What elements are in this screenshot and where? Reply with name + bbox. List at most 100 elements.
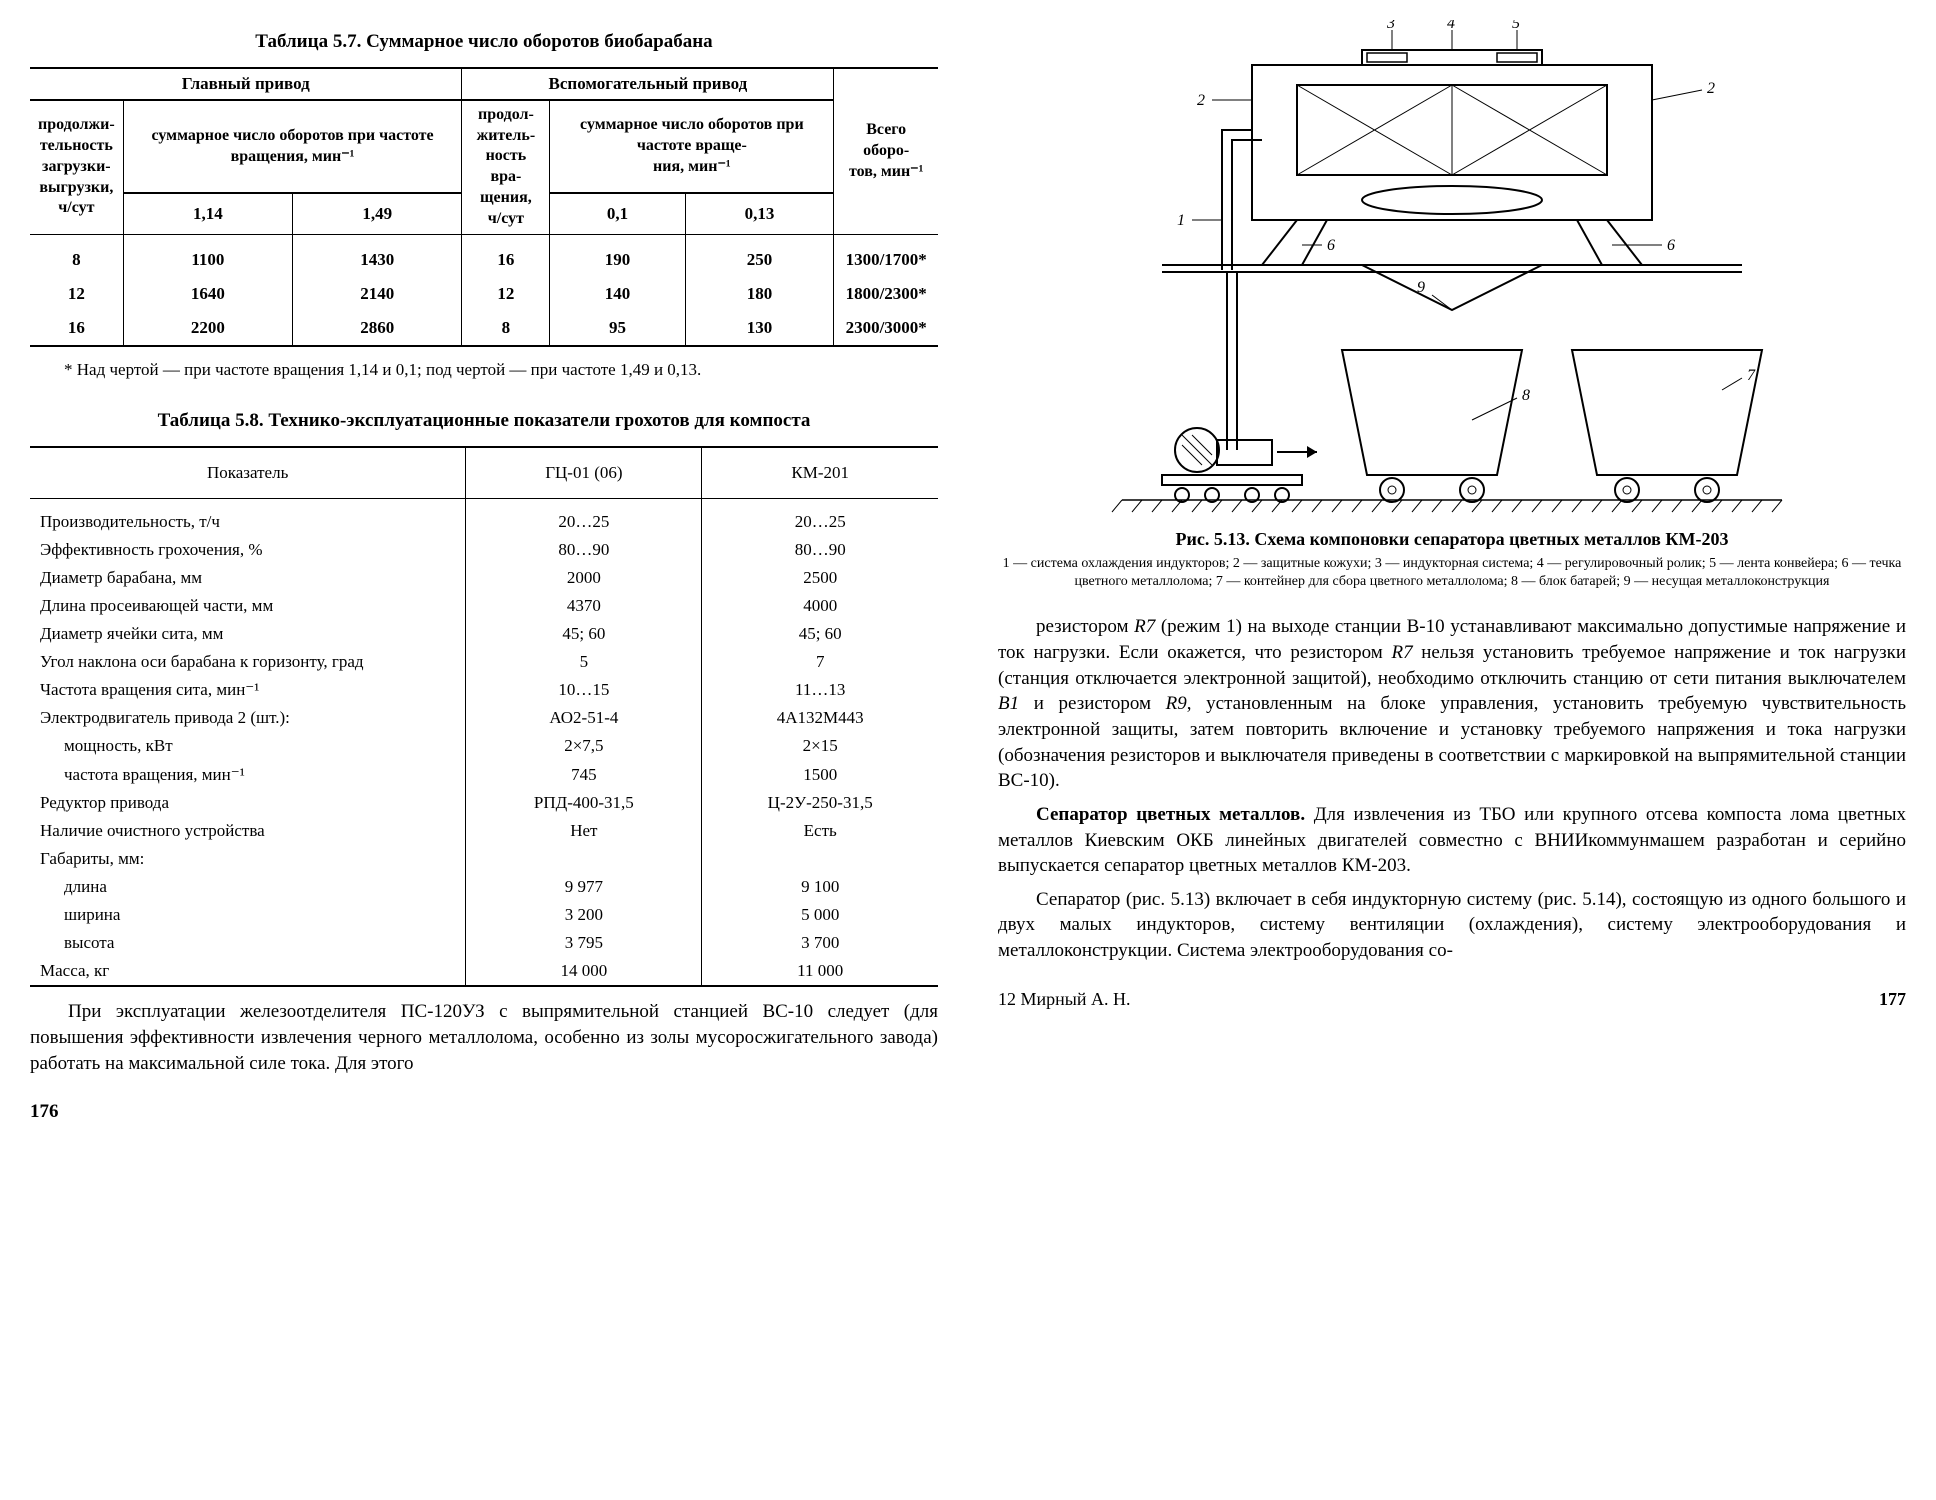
t58-cell: Частота вращения сита, мин⁻¹	[30, 676, 466, 704]
t58-cell: Угол наклона оси барабана к горизонту, г…	[30, 648, 466, 676]
svg-text:7: 7	[1747, 367, 1756, 384]
t58-cell: 3 795	[466, 929, 702, 957]
t58-cell: Эффективность грохочения, %	[30, 536, 466, 564]
t58-cell	[466, 845, 702, 873]
t58-h3: КМ-201	[702, 447, 938, 499]
t57-col5: Всего оборо- тов, мин⁻¹	[834, 68, 938, 234]
t57-cell: 2200	[123, 311, 292, 346]
t57-cell: 12	[30, 277, 123, 311]
t57-cell: 8	[462, 311, 550, 346]
pagenum-left: 176	[30, 1100, 938, 1125]
t58-cell: Наличие очистного устройства	[30, 817, 466, 845]
t57-col4b: 0,13	[685, 193, 834, 234]
t58-cell: Диаметр барабана, мм	[30, 564, 466, 592]
t58-cell: 2000	[466, 564, 702, 592]
t57-cell: 16	[462, 234, 550, 277]
t58-cell: Производительность, т/ч	[30, 498, 466, 536]
t58-cell: 20…25	[702, 498, 938, 536]
t57-cell: 1800/2300*	[834, 277, 938, 311]
t57-cell: 190	[550, 234, 685, 277]
table58-caption: Таблица 5.8. Технико-эксплуатационные по…	[30, 409, 938, 434]
t57-cell: 250	[685, 234, 834, 277]
t58-cell: Ц-2У-250-31,5	[702, 789, 938, 817]
t58-cell: Масса, кг	[30, 957, 466, 986]
t57-cell: 140	[550, 277, 685, 311]
t58-cell: 10…15	[466, 676, 702, 704]
pagenum-right: 177	[1879, 988, 1906, 1011]
t57-cell: 180	[685, 277, 834, 311]
t58-cell: 7	[702, 648, 938, 676]
svg-text:1: 1	[1177, 212, 1185, 229]
t57-cell: 2300/3000*	[834, 311, 938, 346]
t58-cell: 45; 60	[702, 620, 938, 648]
t57-col2a: 1,14	[123, 193, 292, 234]
t58-cell	[702, 845, 938, 873]
t57-cell: 2140	[293, 277, 462, 311]
t58-cell: 1500	[702, 761, 938, 789]
t58-cell: 14 000	[466, 957, 702, 986]
table-57: Главный привод Вспомогательный привод Вс…	[30, 67, 938, 347]
right-page: 3 4 5 2 2 6 6	[998, 20, 1906, 1125]
t57-cell: 8	[30, 234, 123, 277]
t58-cell: 5	[466, 648, 702, 676]
t57-col2b: 1,49	[293, 193, 462, 234]
t58-cell: Редуктор привода	[30, 789, 466, 817]
t58-cell: 745	[466, 761, 702, 789]
fig-legend: 1 — система охлаждения индукторов; 2 — з…	[998, 555, 1906, 590]
t58-cell: 80…90	[466, 536, 702, 564]
t57-cell: 1300/1700*	[834, 234, 938, 277]
t57-cell: 95	[550, 311, 685, 346]
svg-text:3: 3	[1386, 20, 1395, 32]
t58-cell: 4000	[702, 592, 938, 620]
t58-cell: ширина	[30, 901, 466, 929]
t57-cell: 2860	[293, 311, 462, 346]
t58-h2: ГЦ-01 (06)	[466, 447, 702, 499]
svg-text:2: 2	[1197, 92, 1205, 109]
t58-cell: 4А132М443	[702, 704, 938, 732]
t57-cell: 16	[30, 311, 123, 346]
t58-cell: длина	[30, 873, 466, 901]
t57-col3: продол- житель- ность вра- щения, ч/сут	[462, 100, 550, 234]
t58-cell: Электродвигатель привода 2 (шт.):	[30, 704, 466, 732]
t58-cell: АО2-51-4	[466, 704, 702, 732]
t57-col2span: суммарное число оборотов при частоте вра…	[123, 100, 462, 193]
svg-text:8: 8	[1522, 387, 1530, 404]
signature-line: 12 Мирный А. Н.	[998, 988, 1131, 1011]
t58-cell: высота	[30, 929, 466, 957]
t58-cell: 80…90	[702, 536, 938, 564]
t58-cell: 20…25	[466, 498, 702, 536]
svg-text:5: 5	[1512, 20, 1520, 32]
t57-footnote: * Над чертой — при частоте вращения 1,14…	[30, 359, 938, 381]
t58-cell: Габариты, мм:	[30, 845, 466, 873]
figure-513: 3 4 5 2 2 6 6	[998, 20, 1906, 520]
svg-text:6: 6	[1327, 237, 1335, 254]
t58-cell: 2×7,5	[466, 732, 702, 760]
right-para1: резистором R7 (режим 1) на выходе станци…	[998, 614, 1906, 793]
t57-col1: продолжи- тельность загрузки- выгрузки, …	[30, 100, 123, 234]
t58-cell: мощность, кВт	[30, 732, 466, 760]
left-para: При эксплуатации железоотделителя ПС-120…	[30, 999, 938, 1076]
t58-cell: Длина просеивающей части, мм	[30, 592, 466, 620]
t58-cell: 11…13	[702, 676, 938, 704]
svg-text:9: 9	[1417, 279, 1425, 296]
fig-caption: Рис. 5.13. Схема компоновки сепаратора ц…	[998, 528, 1906, 551]
t58-cell: РПД-400-31,5	[466, 789, 702, 817]
t58-cell: 9 977	[466, 873, 702, 901]
table-58: Показатель ГЦ-01 (06) КМ-201 Производите…	[30, 446, 938, 988]
t58-cell: 2×15	[702, 732, 938, 760]
t58-cell: 45; 60	[466, 620, 702, 648]
t57-cell: 1640	[123, 277, 292, 311]
t58-h1: Показатель	[30, 447, 466, 499]
t57-head-aux: Вспомогательный привод	[462, 68, 834, 100]
t57-head-main: Главный привод	[30, 68, 462, 100]
right-para2: Сепаратор цветных металлов. Для извлечен…	[998, 802, 1906, 879]
t57-col4span: суммарное число оборотов при частоте вра…	[550, 100, 834, 193]
svg-text:2: 2	[1707, 80, 1715, 97]
right-para3: Сепаратор (рис. 5.13) включает в себя ин…	[998, 887, 1906, 964]
t58-cell: Нет	[466, 817, 702, 845]
t58-cell: 2500	[702, 564, 938, 592]
t57-cell: 1100	[123, 234, 292, 277]
t58-cell: 11 000	[702, 957, 938, 986]
svg-text:6: 6	[1667, 237, 1675, 254]
left-page: Таблица 5.7. Суммарное число оборотов би…	[30, 20, 938, 1125]
